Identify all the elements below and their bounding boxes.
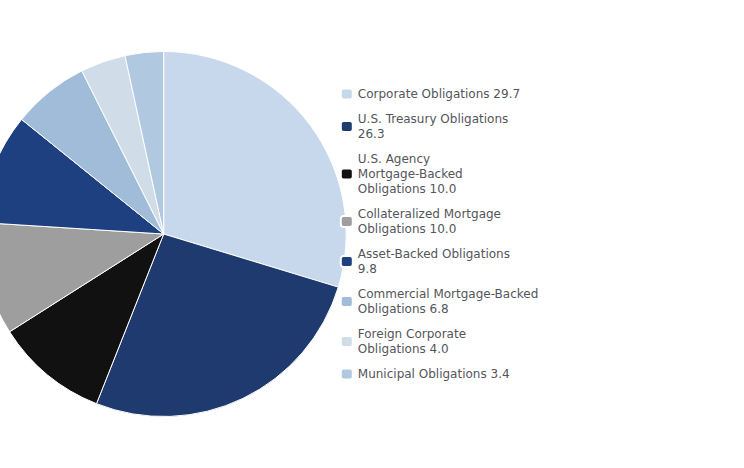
svg-text:Commercial Mortgage-Backed: Commercial Mortgage-Backed [358,287,539,301]
svg-text:Obligations 10.0: Obligations 10.0 [358,182,456,196]
svg-text:Asset-Backed Obligations: Asset-Backed Obligations [358,247,510,261]
svg-text:Municipal Obligations 3.4: Municipal Obligations 3.4 [358,367,510,381]
svg-text:Collateralized Mortgage: Collateralized Mortgage [358,207,501,221]
svg-text:Corporate Obligations 29.7: Corporate Obligations 29.7 [358,87,520,101]
svg-text:Obligations 6.8: Obligations 6.8 [358,302,449,316]
svg-text:Foreign Corporate: Foreign Corporate [358,327,466,341]
svg-text:Obligations 10.0: Obligations 10.0 [358,222,456,236]
svg-text:U.S. Treasury Obligations: U.S. Treasury Obligations [358,112,508,126]
svg-text:Mortgage-Backed: Mortgage-Backed [358,167,463,181]
svg-text:Obligations 4.0: Obligations 4.0 [358,342,449,356]
svg-text:U.S. Agency: U.S. Agency [358,152,430,166]
svg-text:9.8: 9.8 [358,262,377,276]
svg-text:26.3: 26.3 [358,127,385,141]
